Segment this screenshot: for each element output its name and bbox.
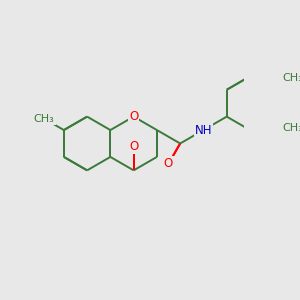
Text: CH₃: CH₃ [283,73,300,83]
Text: O: O [164,158,173,170]
Text: CH₃: CH₃ [283,123,300,133]
Text: O: O [129,110,138,123]
Text: CH₃: CH₃ [34,114,54,124]
Text: O: O [129,140,138,153]
Text: NH: NH [195,124,212,136]
